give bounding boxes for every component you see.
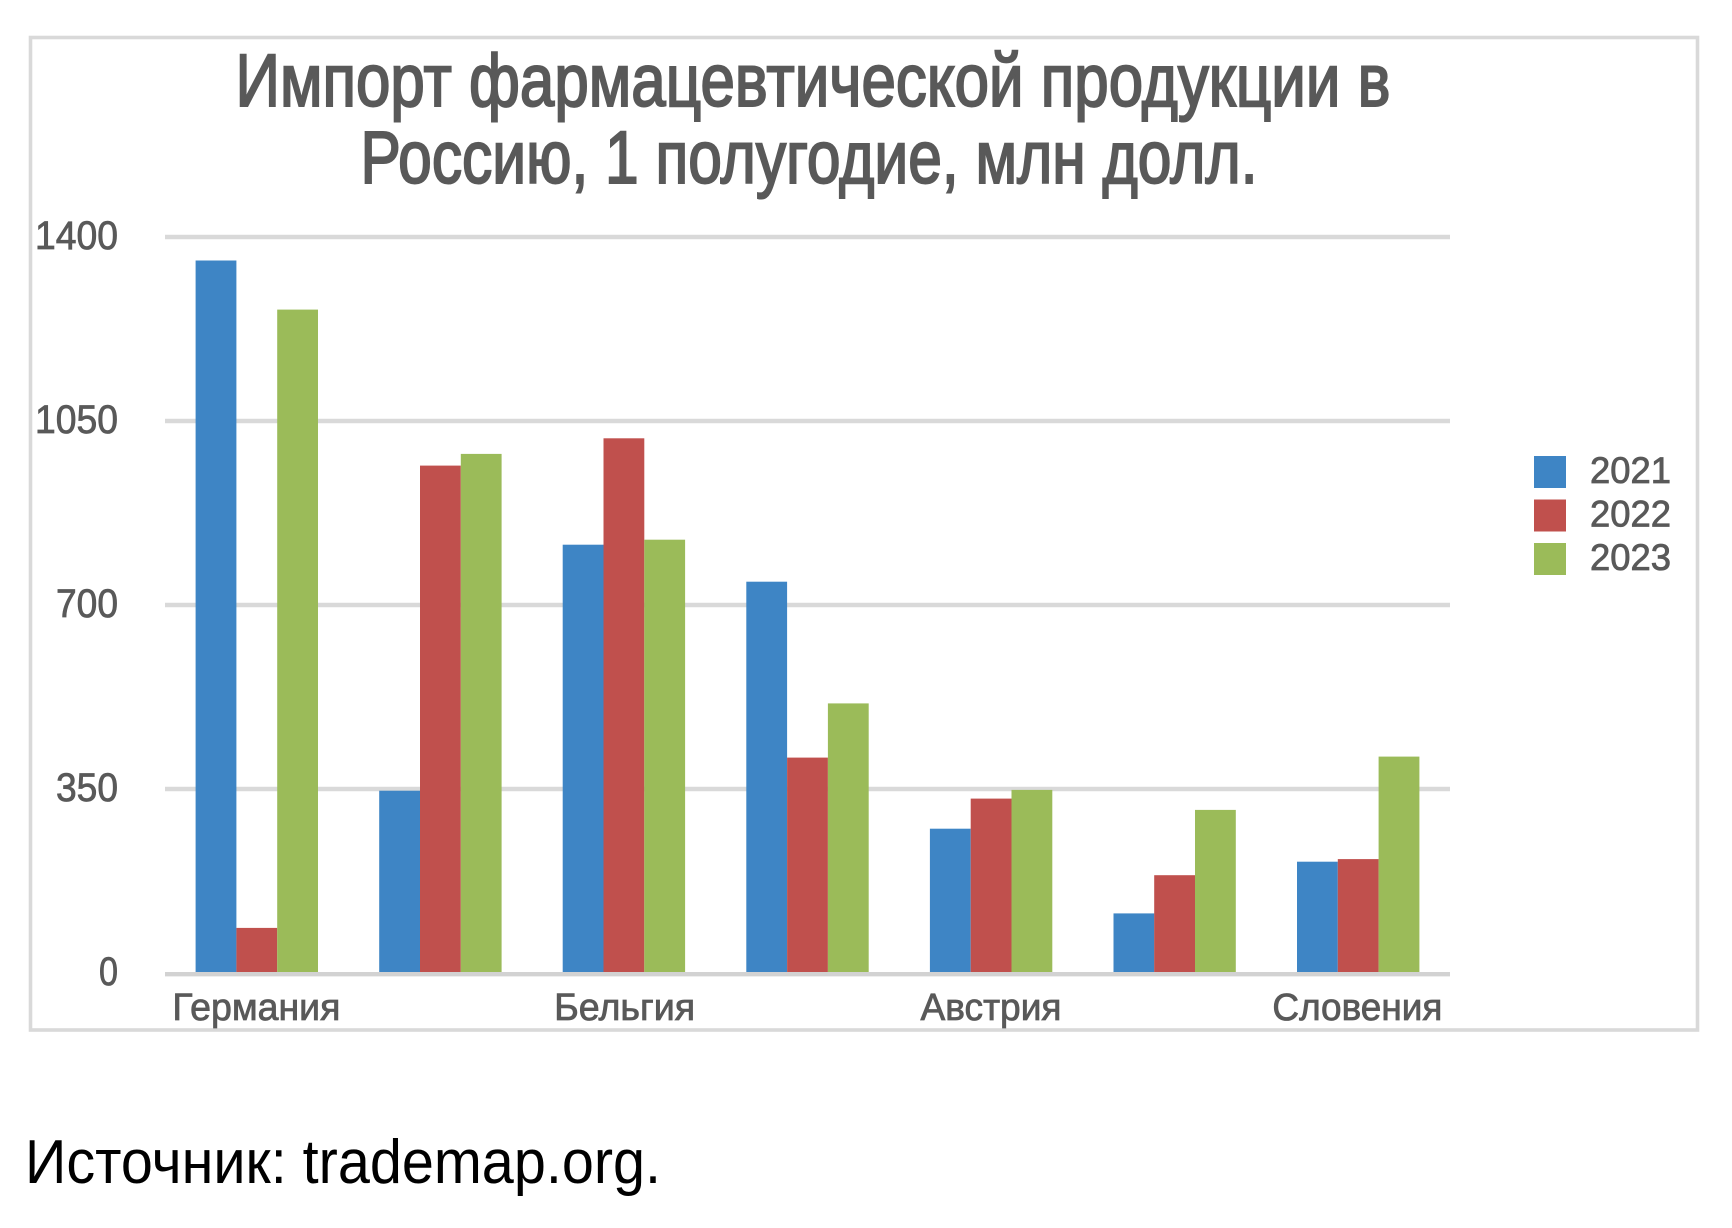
svg-text:1400: 1400 [35,214,118,258]
svg-text:2023: 2023 [1590,537,1671,578]
svg-text:350: 350 [56,766,118,810]
svg-text:Импорт фармацевтической продук: Импорт фармацевтической продукции в [236,39,1391,122]
svg-text:1050: 1050 [35,398,118,442]
svg-text:Россию, 1 полугодие, млн долл.: Россию, 1 полугодие, млн долл. [361,116,1258,199]
svg-text:Бельгия: Бельгия [554,987,695,1029]
svg-text:700: 700 [56,582,118,626]
svg-text:2021: 2021 [1590,450,1671,491]
svg-text:0: 0 [99,950,118,994]
svg-text:Австрия: Австрия [921,987,1062,1029]
svg-text:Источник: trademap.org.: Источник: trademap.org. [25,1128,661,1197]
svg-text:Германия: Германия [172,987,340,1029]
svg-text:2022: 2022 [1590,494,1671,535]
svg-text:Словения: Словения [1272,987,1442,1029]
